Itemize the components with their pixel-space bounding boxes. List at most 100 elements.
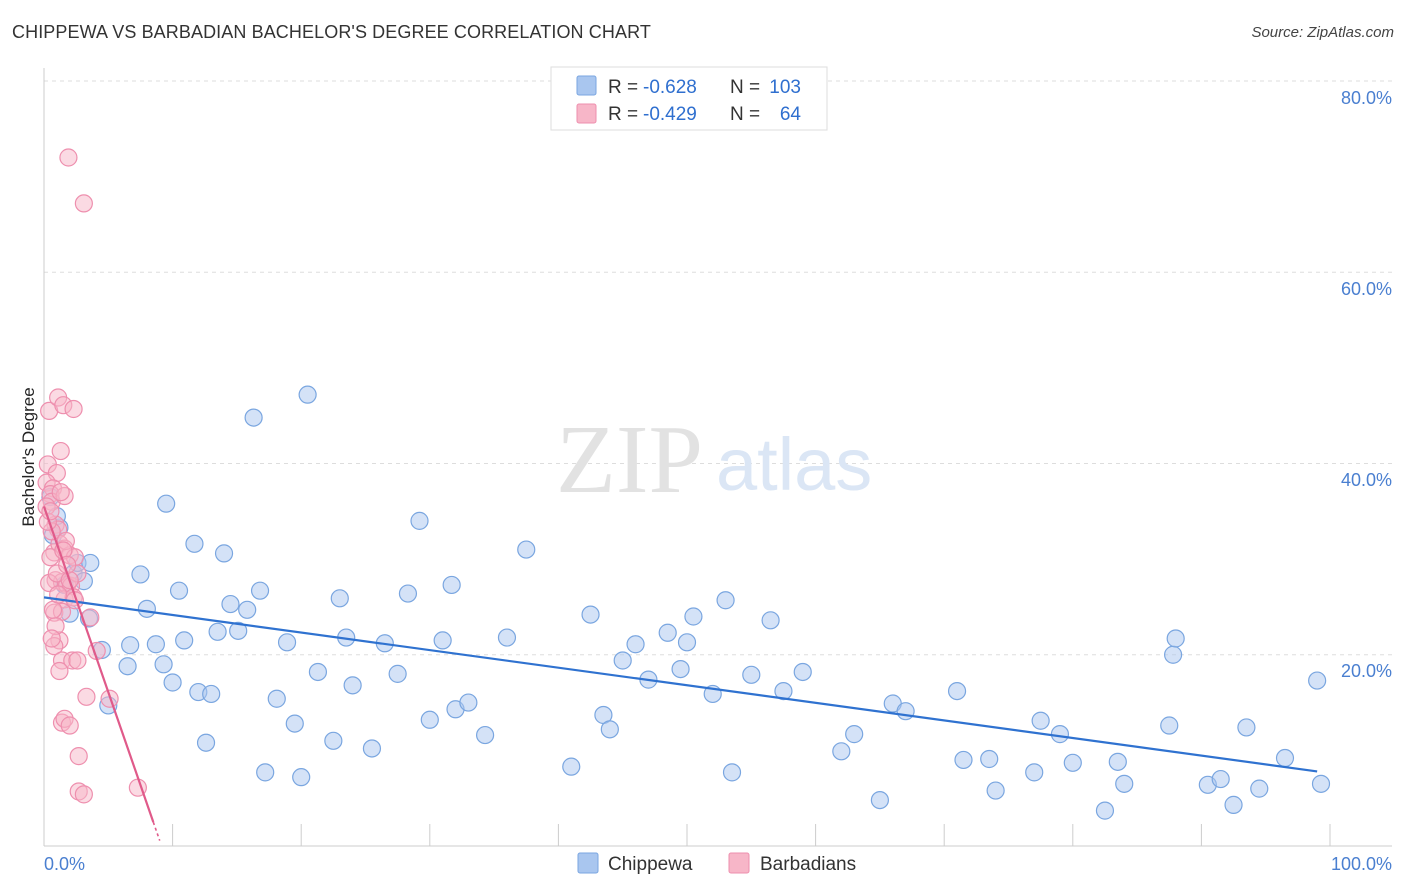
chippewa-point-84 <box>1031 711 1050 730</box>
chippewa-point-89 <box>1115 774 1134 793</box>
chippewa-point-97 <box>1250 779 1269 798</box>
chippewa-point-53 <box>475 725 495 745</box>
chippewa-point-12 <box>121 636 140 655</box>
legend-label-chippewa: Chippewa <box>608 854 693 875</box>
chippewa-point-80 <box>954 750 973 770</box>
x-tick-label-100: 100.0% <box>1331 854 1392 874</box>
gridlines <box>44 80 1392 656</box>
chippewa-point-31 <box>250 581 270 600</box>
barbadian-point-57 <box>43 600 63 619</box>
chippewa-point-50 <box>442 575 461 595</box>
y-axis-title: Bachelor's Degree <box>19 387 38 526</box>
chippewa-point-76 <box>870 790 890 810</box>
chippewa-point-21 <box>185 534 204 553</box>
trend-lines <box>42 506 1318 841</box>
chippewa-point-29 <box>238 600 257 619</box>
chippewa-point-70 <box>742 665 761 684</box>
barbadian-swatch <box>576 103 597 124</box>
barbadian-point-63 <box>50 661 69 681</box>
chippewa-point-71 <box>761 611 780 630</box>
chippewa-point-65 <box>677 633 697 652</box>
chippewa-n-label: N = <box>730 77 760 98</box>
chippewa-point-60 <box>613 651 632 670</box>
chippewa-point-92 <box>1166 629 1185 648</box>
barbadian-point-62 <box>42 629 61 648</box>
chippewa-point-82 <box>986 781 1005 800</box>
barbadian-point-1 <box>74 194 93 213</box>
chippewa-point-25 <box>208 622 227 641</box>
chippewa-point-47 <box>410 511 429 530</box>
chippewa-point-45 <box>388 664 407 683</box>
y-tick-label-40: 40.0% <box>1341 470 1392 490</box>
chippewa-point-94 <box>1211 769 1230 789</box>
chippewa-point-75 <box>845 725 864 744</box>
chippewa-point-23 <box>196 733 216 752</box>
chippewa-point-11 <box>118 657 137 676</box>
chippewa-point-85 <box>1050 725 1070 744</box>
chippewa-point-26 <box>214 544 234 563</box>
barbadian-point-6 <box>51 441 70 461</box>
barbadian-point-38 <box>77 687 96 706</box>
barbadian-r-label: R = <box>608 104 638 125</box>
barbadian-point-36 <box>68 651 87 670</box>
chippewa-point-69 <box>722 763 742 782</box>
chippewa-point-40 <box>330 589 349 608</box>
chippewa-point-35 <box>285 714 304 733</box>
barbadian-n-label: N = <box>730 104 760 125</box>
chippewa-point-34 <box>277 633 297 652</box>
x-axis-ticks <box>172 824 1331 846</box>
legend-label-barbadians: Barbadians <box>760 854 856 875</box>
chippewa-point-28 <box>229 621 248 640</box>
chippewa-point-15 <box>146 635 165 654</box>
chippewa-point-68 <box>716 591 735 610</box>
chippewa-point-72 <box>774 681 793 701</box>
chippewa-point-38 <box>308 662 328 682</box>
chippewa-point-83 <box>1025 763 1044 782</box>
chippewa-point-52 <box>459 693 478 712</box>
chippewa-point-27 <box>221 594 240 614</box>
watermark-zip: ZIP <box>556 406 703 514</box>
legend-swatch-barbadians <box>728 852 750 874</box>
barbadian-n-value: 64 <box>780 104 802 125</box>
chippewa-point-98 <box>1275 748 1295 768</box>
barbadian-point-45 <box>74 785 93 804</box>
chippewa-point-32 <box>256 763 275 782</box>
chippewa-point-13 <box>131 565 150 584</box>
chippewa-point-95 <box>1224 795 1243 814</box>
chippewa-point-73 <box>793 662 812 682</box>
barbadian-point-60 <box>41 502 60 521</box>
barbadian-trend-line <box>42 506 155 823</box>
chippewa-point-20 <box>175 631 194 650</box>
chippewa-point-59 <box>600 720 619 739</box>
chippewa-point-30 <box>244 408 263 427</box>
chippewa-point-74 <box>832 742 851 761</box>
chippewa-point-18 <box>163 673 182 692</box>
barbadian-point-0 <box>59 148 78 167</box>
chippewa-point-91 <box>1164 645 1183 664</box>
chippewa-point-37 <box>298 385 317 404</box>
x-tick-label-0: 0.0% <box>44 854 85 874</box>
chippewa-point-79 <box>947 681 967 701</box>
chart-source: Source: ZipAtlas.com <box>1251 24 1394 41</box>
chippewa-point-78 <box>896 702 915 721</box>
chippewa-point-33 <box>267 689 286 708</box>
y-tick-label-60: 60.0% <box>1341 279 1392 299</box>
barbadian-point-50 <box>51 483 70 502</box>
watermark-atlas: atlas <box>716 423 872 506</box>
stats-legend: R = -0.628 N = 103 R = -0.429 N = 64 <box>550 66 828 131</box>
chippewa-point-88 <box>1108 752 1127 771</box>
chart-title: CHIPPEWA VS BARBADIAN BACHELOR'S DEGREE … <box>12 22 651 42</box>
chippewa-point-64 <box>671 659 690 679</box>
chippewa-point-61 <box>626 635 645 654</box>
chippewa-point-54 <box>497 628 517 647</box>
chippewa-r-value: -0.628 <box>643 77 697 98</box>
chippewa-point-56 <box>562 757 581 776</box>
barbadian-trend-extension <box>152 821 161 841</box>
barbadian-point-43 <box>69 747 88 766</box>
chippewa-point-24 <box>202 684 221 704</box>
chippewa-point-66 <box>684 607 703 626</box>
chippewa-point-55 <box>517 540 536 559</box>
chippewa-point-43 <box>362 739 382 758</box>
chippewa-r-label: R = <box>608 77 638 98</box>
